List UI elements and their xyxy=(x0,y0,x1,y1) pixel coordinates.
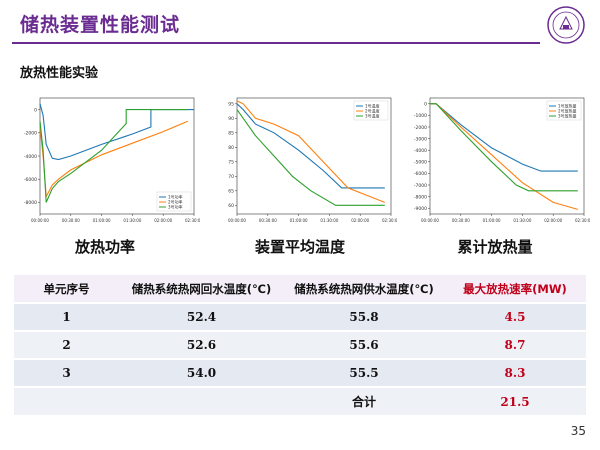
cell-supply-temp: 55.5 xyxy=(284,358,444,387)
x-tick-label: 02:00:00 xyxy=(154,218,172,223)
x-tick-label: 00:00:00 xyxy=(31,218,49,223)
legend-label: 2号放热量 xyxy=(558,108,577,114)
x-tick-label: 01:00:00 xyxy=(93,218,111,223)
university-seal-icon xyxy=(547,6,585,44)
slide-title: 储热装置性能测试 xyxy=(20,14,181,36)
y-tick-label: 70 xyxy=(228,174,234,180)
total-value: 21.5 xyxy=(444,386,586,415)
cell-unit: 3 xyxy=(14,358,119,387)
x-tick-label: 01:30:00 xyxy=(513,218,531,223)
x-tick-label: 00:30:00 xyxy=(259,218,277,223)
x-tick-label: 02:00:00 xyxy=(351,218,369,223)
y-tick-label: -6000 xyxy=(414,171,427,177)
series-line-3 xyxy=(39,109,188,203)
series-line-1 xyxy=(39,103,194,161)
table-row: 3 54.0 55.5 8.3 xyxy=(14,358,586,387)
legend-label: 3号温度 xyxy=(365,113,380,119)
x-tick-label: 01:00:00 xyxy=(483,218,501,223)
table-row: 1 52.4 55.8 4.5 xyxy=(14,302,586,331)
header-max-discharge-rate: 最大放热速率(MW) xyxy=(444,275,586,304)
cell-return-temp: 54.0 xyxy=(119,358,284,387)
legend-label: 1号放热量 xyxy=(558,103,577,109)
cell-unit: 1 xyxy=(14,302,119,331)
y-tick-label: -8000 xyxy=(24,200,37,206)
header-return-temperature: 储热系统热网回水温度(℃) xyxy=(119,275,284,304)
y-tick-label: -3000 xyxy=(414,136,427,142)
series-line-1 xyxy=(236,103,385,189)
x-tick-label: 01:30:00 xyxy=(320,218,338,223)
chart-discharge-power: 0 -2000 -4000 -6000 -8000 00:00:00 00:30:00 01:… xyxy=(10,92,200,232)
y-tick-label: 0 xyxy=(34,107,37,113)
y-tick-label: -7000 xyxy=(414,183,427,189)
page-number: 35 xyxy=(570,424,586,438)
y-tick-label: 65 xyxy=(228,189,234,195)
cell-unit: 2 xyxy=(14,330,119,359)
series-line-2 xyxy=(236,100,386,203)
y-tick-label: -9000 xyxy=(414,206,427,212)
y-tick-label: -6000 xyxy=(24,177,37,183)
chart-caption-temperature: 装置平均温度 xyxy=(254,238,345,256)
y-tick-label: -2000 xyxy=(414,125,427,131)
legend-label: 2号功率 xyxy=(168,199,183,205)
header-unit-number: 单元序号 xyxy=(14,275,119,304)
cell-max-rate: 8.7 xyxy=(444,330,586,359)
x-tick-label: 02:00:00 xyxy=(544,218,562,223)
chart-average-temperature-svg: 95 90 85 80 75 70 65 60 00:00:00 00:30:00 01:00:00… xyxy=(228,97,397,223)
cell-return-temp: 52.4 xyxy=(119,302,284,331)
chart-average-temperature: 95 90 85 80 75 70 65 60 00:00:00 00:30:00 01:00:00… xyxy=(207,92,397,232)
x-tick-label: 00:30:00 xyxy=(452,218,470,223)
chart-cumulative-heat: 0 -1000 -2000 -3000 -4000 -5000 -6000 -7000 -800… xyxy=(400,92,590,232)
y-tick-label: -2000 xyxy=(24,131,37,137)
y-tick-label: 90 xyxy=(228,116,234,122)
legend-label: 2号温度 xyxy=(365,108,380,114)
cell-supply-temp: 55.6 xyxy=(284,330,444,359)
x-tick-label: 00:00:00 xyxy=(421,218,439,223)
x-tick-label: 02:30:00 xyxy=(382,218,397,223)
series-line-3 xyxy=(430,103,578,192)
header-supply-temperature: 储热系统热网供水温度(℃) xyxy=(284,275,444,304)
y-tick-label: -5000 xyxy=(414,160,427,166)
cell-empty xyxy=(119,386,284,415)
y-tick-label: 60 xyxy=(228,203,234,209)
y-tick-label: 95 xyxy=(228,102,234,108)
x-tick-label: 02:30:00 xyxy=(575,218,590,223)
y-tick-label: -4000 xyxy=(414,148,427,154)
x-tick-label: 00:30:00 xyxy=(62,218,80,223)
cell-max-rate: 4.5 xyxy=(444,302,586,331)
legend-label: 3号放热量 xyxy=(558,113,577,119)
results-table: 单元序号 储热系统热网回水温度(℃) 储热系统热网供水温度(℃) 最大放热速率(… xyxy=(14,275,586,415)
y-tick-label: -1000 xyxy=(414,113,427,119)
y-tick-label: 80 xyxy=(228,145,234,151)
series-line-3 xyxy=(236,109,385,206)
chart-caption-power: 放热功率 xyxy=(74,238,135,256)
y-tick-label: -8000 xyxy=(414,194,427,200)
cell-supply-temp: 55.8 xyxy=(284,302,444,331)
table-row: 2 52.6 55.6 8.7 xyxy=(14,330,586,359)
chart-caption-heat: 累计放热量 xyxy=(457,238,533,256)
y-tick-label: -4000 xyxy=(24,154,37,160)
cell-return-temp: 52.6 xyxy=(119,330,284,359)
y-tick-label: 75 xyxy=(228,160,234,166)
total-label: 合计 xyxy=(284,386,444,415)
legend-label: 1号温度 xyxy=(365,103,380,109)
y-tick-label: 0 xyxy=(424,102,427,108)
section-heading: 放热性能实验 xyxy=(20,66,99,81)
table-header-row: 单元序号 储热系统热网回水温度(℃) 储热系统热网供水温度(℃) 最大放热速率(… xyxy=(14,275,586,304)
y-tick-label: 85 xyxy=(228,131,234,137)
cell-empty xyxy=(14,386,119,415)
x-tick-label: 02:30:00 xyxy=(185,218,200,223)
table-total-row: 合计 21.5 xyxy=(14,386,586,415)
legend-label: 1号功率 xyxy=(168,194,183,200)
legend-label: 3号功率 xyxy=(168,204,183,210)
chart-discharge-power-svg: 0 -2000 -4000 -6000 -8000 00:00:00 00:30:00 01:… xyxy=(24,97,200,223)
x-tick-label: 00:00:00 xyxy=(228,218,246,223)
title-divider xyxy=(12,42,540,44)
x-tick-label: 01:00:00 xyxy=(290,218,308,223)
x-tick-label: 01:30:00 xyxy=(123,218,141,223)
chart-cumulative-heat-svg: 0 -1000 -2000 -3000 -4000 -5000 -6000 -7000 -800… xyxy=(414,97,590,223)
cell-max-rate: 8.3 xyxy=(444,358,586,387)
